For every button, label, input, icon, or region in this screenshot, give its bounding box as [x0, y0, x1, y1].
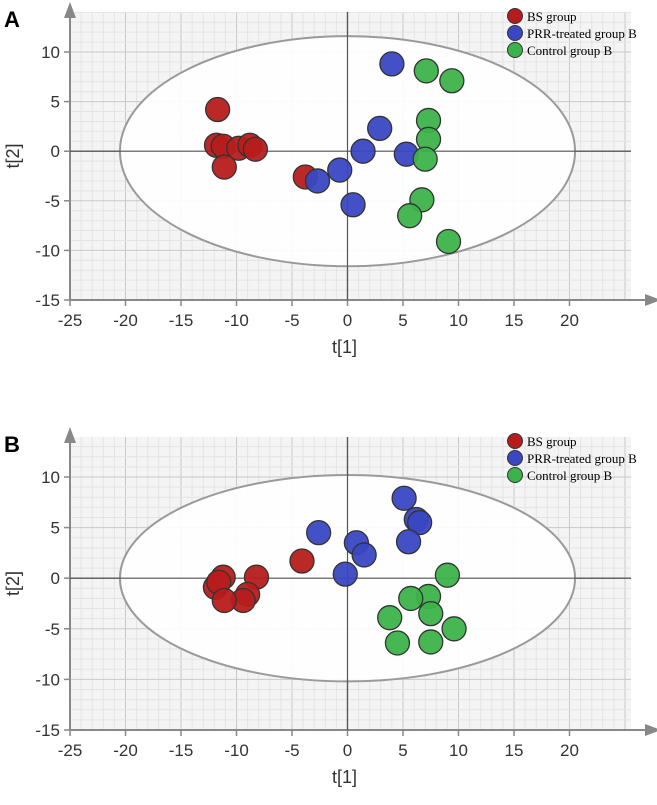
chart-panel-b: B -25 -20 -15 -10 -5 0 5 10 15 20 -15 -10 -5 0 5 10 t[1] t… [3, 427, 657, 787]
y-tick-label: 10 [41, 468, 60, 487]
y-tick-label: -5 [45, 620, 60, 639]
data-point [340, 192, 366, 218]
data-point [441, 616, 467, 642]
y-tick-label: -5 [45, 192, 60, 211]
x-tick-label: 0 [343, 311, 352, 330]
x-tick-label: 5 [398, 741, 407, 760]
x-tick-label: 15 [505, 311, 524, 330]
x-axis-arrow [645, 294, 657, 306]
legend-marker [507, 42, 523, 58]
x-axis-title: t[1] [332, 337, 357, 357]
series-0 [202, 548, 315, 614]
data-point [406, 509, 433, 536]
x-tick-label: 10 [449, 741, 468, 760]
data-point [351, 542, 377, 568]
data-point [434, 562, 461, 588]
data-point [211, 587, 237, 614]
data-point [413, 58, 439, 84]
x-tick-label: -15 [169, 311, 194, 330]
x-tick-label: 15 [505, 741, 524, 760]
data-point [304, 168, 331, 194]
legend-marker [507, 450, 523, 466]
data-point [379, 51, 405, 77]
y-tick-label: 0 [51, 569, 60, 588]
legend-marker [507, 25, 523, 41]
series-1 [305, 485, 433, 587]
y-tick-label: -10 [35, 670, 60, 689]
series-2 [377, 562, 467, 656]
data-point [439, 68, 465, 94]
data-point [204, 96, 231, 123]
legend-marker [507, 8, 523, 24]
data-point [211, 154, 237, 180]
y-tick-label: 5 [51, 519, 60, 538]
x-tick-label: 20 [560, 311, 579, 330]
data-point [395, 529, 422, 555]
y-tick-label: -10 [35, 241, 60, 260]
chart-panel-a: A -25 -20 -15 -10 -5 0 5 10 15 20 -15 -10 -5 0 5 10 t[1] t… [3, 2, 657, 357]
data-point [305, 520, 332, 546]
data-point [418, 629, 444, 655]
legend-label: PRR-treated group B [527, 26, 637, 41]
legend: BS group PRR-treated group B Control group… [507, 433, 637, 483]
x-axis-title: t[1] [332, 767, 357, 787]
y-tick-label: -15 [35, 291, 60, 310]
y-axis-title: t[2] [3, 571, 23, 596]
data-point [367, 115, 393, 142]
x-tick-label: -10 [224, 311, 249, 330]
legend-label: Control group B [527, 43, 613, 58]
data-point [384, 630, 411, 656]
data-point [242, 136, 269, 162]
data-point [397, 203, 423, 229]
data-point [350, 138, 376, 164]
y-axis-title: t[2] [3, 143, 23, 168]
x-tick-label: 10 [449, 311, 468, 330]
y-tick-label: 5 [51, 93, 60, 112]
legend-marker [507, 467, 523, 483]
y-axis-arrow [64, 427, 76, 443]
data-point [391, 485, 417, 511]
y-axis-arrow [64, 2, 76, 18]
x-axis-arrow [645, 724, 657, 736]
legend-label: BS group [527, 434, 576, 449]
legend-label: Control group B [527, 468, 613, 483]
series-2 [397, 58, 465, 255]
x-tick-label: -10 [224, 741, 249, 760]
data-point [418, 600, 444, 627]
data-point [327, 157, 353, 183]
x-tick-label: -5 [284, 741, 299, 760]
series-1 [304, 51, 419, 218]
x-tick-label: -20 [113, 741, 138, 760]
legend: BS group PRR-treated group B Control group… [507, 8, 637, 58]
panel-label: A [4, 7, 20, 32]
y-tick-label: 0 [51, 142, 60, 161]
legend-label: PRR-treated group B [527, 451, 637, 466]
x-tick-label: 5 [398, 311, 407, 330]
legend-label: BS group [527, 9, 576, 24]
data-point [398, 585, 424, 612]
panel-label: B [4, 432, 20, 457]
data-point [332, 561, 358, 587]
x-tick-label: -25 [58, 741, 83, 760]
data-point [377, 605, 403, 631]
y-tick-label: 10 [41, 43, 60, 62]
data-point [435, 228, 462, 255]
data-point [289, 548, 315, 574]
y-tick-label: -15 [35, 721, 60, 740]
x-tick-label: 20 [560, 741, 579, 760]
x-tick-label: 0 [343, 741, 352, 760]
x-tick-label: -20 [113, 311, 138, 330]
x-tick-label: -15 [169, 741, 194, 760]
x-tick-label: -25 [58, 311, 83, 330]
x-tick-label: -5 [284, 311, 299, 330]
legend-marker [507, 433, 523, 449]
data-point [412, 146, 438, 172]
